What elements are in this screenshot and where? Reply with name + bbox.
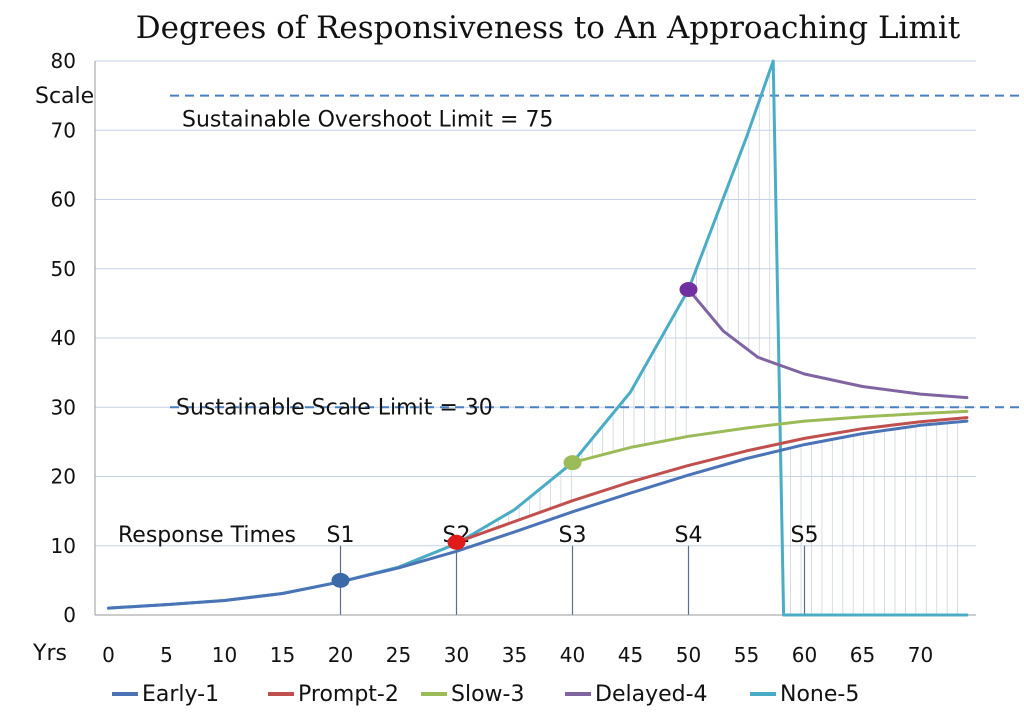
x-tick-label: 20 bbox=[328, 643, 353, 667]
response-times-label: Response Times bbox=[118, 523, 296, 548]
x-tick-label: 45 bbox=[618, 643, 643, 667]
y-tick-label: 70 bbox=[51, 118, 76, 142]
response-time-label: S1 bbox=[327, 523, 355, 548]
x-tick-label: 60 bbox=[792, 643, 817, 667]
y-tick-label: 0 bbox=[63, 603, 76, 627]
y-tick-label: 20 bbox=[51, 465, 76, 489]
y-tick-label: 10 bbox=[51, 534, 76, 558]
response-point-slow-3 bbox=[563, 455, 582, 471]
x-tick-label: 50 bbox=[676, 643, 701, 667]
response-markers bbox=[331, 282, 698, 588]
axes: 0 10 20 30 40 50 60 70 80 0 5 10 15 20 25 30 35 40 45 50 55 6… bbox=[51, 49, 976, 667]
x-tick-label: 15 bbox=[270, 643, 295, 667]
hatch-fill bbox=[466, 70, 959, 615]
y-tick-label: 40 bbox=[51, 326, 76, 350]
legend-label: Early-1 bbox=[142, 682, 219, 707]
legend-label: None-5 bbox=[780, 682, 859, 707]
x-tick-label: 55 bbox=[734, 643, 759, 667]
y-axis-label: Scale bbox=[35, 84, 94, 109]
legend-label: Slow-3 bbox=[451, 682, 524, 707]
x-tick-label: 0 bbox=[102, 643, 115, 667]
x-tick-label: 25 bbox=[386, 643, 411, 667]
response-time-label: S5 bbox=[791, 523, 819, 548]
x-tick-label: 30 bbox=[444, 643, 469, 667]
x-axis-label: Yrs bbox=[32, 641, 67, 666]
series-line-slow-3 bbox=[571, 409, 969, 465]
chart-title: Degrees of Responsiveness to An Approach… bbox=[136, 10, 961, 46]
response-point-early-1 bbox=[331, 572, 350, 588]
x-tick-label: 70 bbox=[908, 643, 933, 667]
legend: Early-1 Prompt-2 Slow-3 Delayed-4 None-5 bbox=[112, 682, 859, 707]
y-tick-label: 60 bbox=[51, 188, 76, 212]
y-tick-label: 80 bbox=[51, 49, 76, 73]
legend-label: Prompt-2 bbox=[298, 682, 399, 707]
x-tick-label: 65 bbox=[850, 643, 875, 667]
response-time-label: S4 bbox=[675, 523, 703, 548]
response-times: S1S2S3S4S5 bbox=[327, 523, 819, 615]
series-line-delayed-4 bbox=[687, 288, 969, 400]
x-tick-label: 5 bbox=[160, 643, 173, 667]
x-tick-label: 35 bbox=[502, 643, 527, 667]
gridlines bbox=[95, 60, 976, 547]
y-tick-label: 50 bbox=[51, 257, 76, 281]
x-tick-label: 40 bbox=[560, 643, 585, 667]
reference-line-label: Sustainable Overshoot Limit = 75 bbox=[182, 108, 553, 133]
series-line-early-1 bbox=[107, 419, 969, 610]
response-time-label: S3 bbox=[559, 523, 587, 548]
series-line-prompt-2 bbox=[455, 416, 969, 544]
response-point-delayed-4 bbox=[679, 282, 698, 298]
response-point-prompt-2 bbox=[447, 534, 466, 550]
reference-lines: Sustainable Overshoot Limit = 75 Sustaina… bbox=[170, 94, 1020, 420]
x-tick-label: 10 bbox=[212, 643, 237, 667]
reference-line-label: Sustainable Scale Limit = 30 bbox=[176, 395, 493, 420]
y-tick-label: 30 bbox=[51, 395, 76, 419]
legend-label: Delayed-4 bbox=[595, 682, 708, 707]
series-lines bbox=[107, 59, 969, 617]
